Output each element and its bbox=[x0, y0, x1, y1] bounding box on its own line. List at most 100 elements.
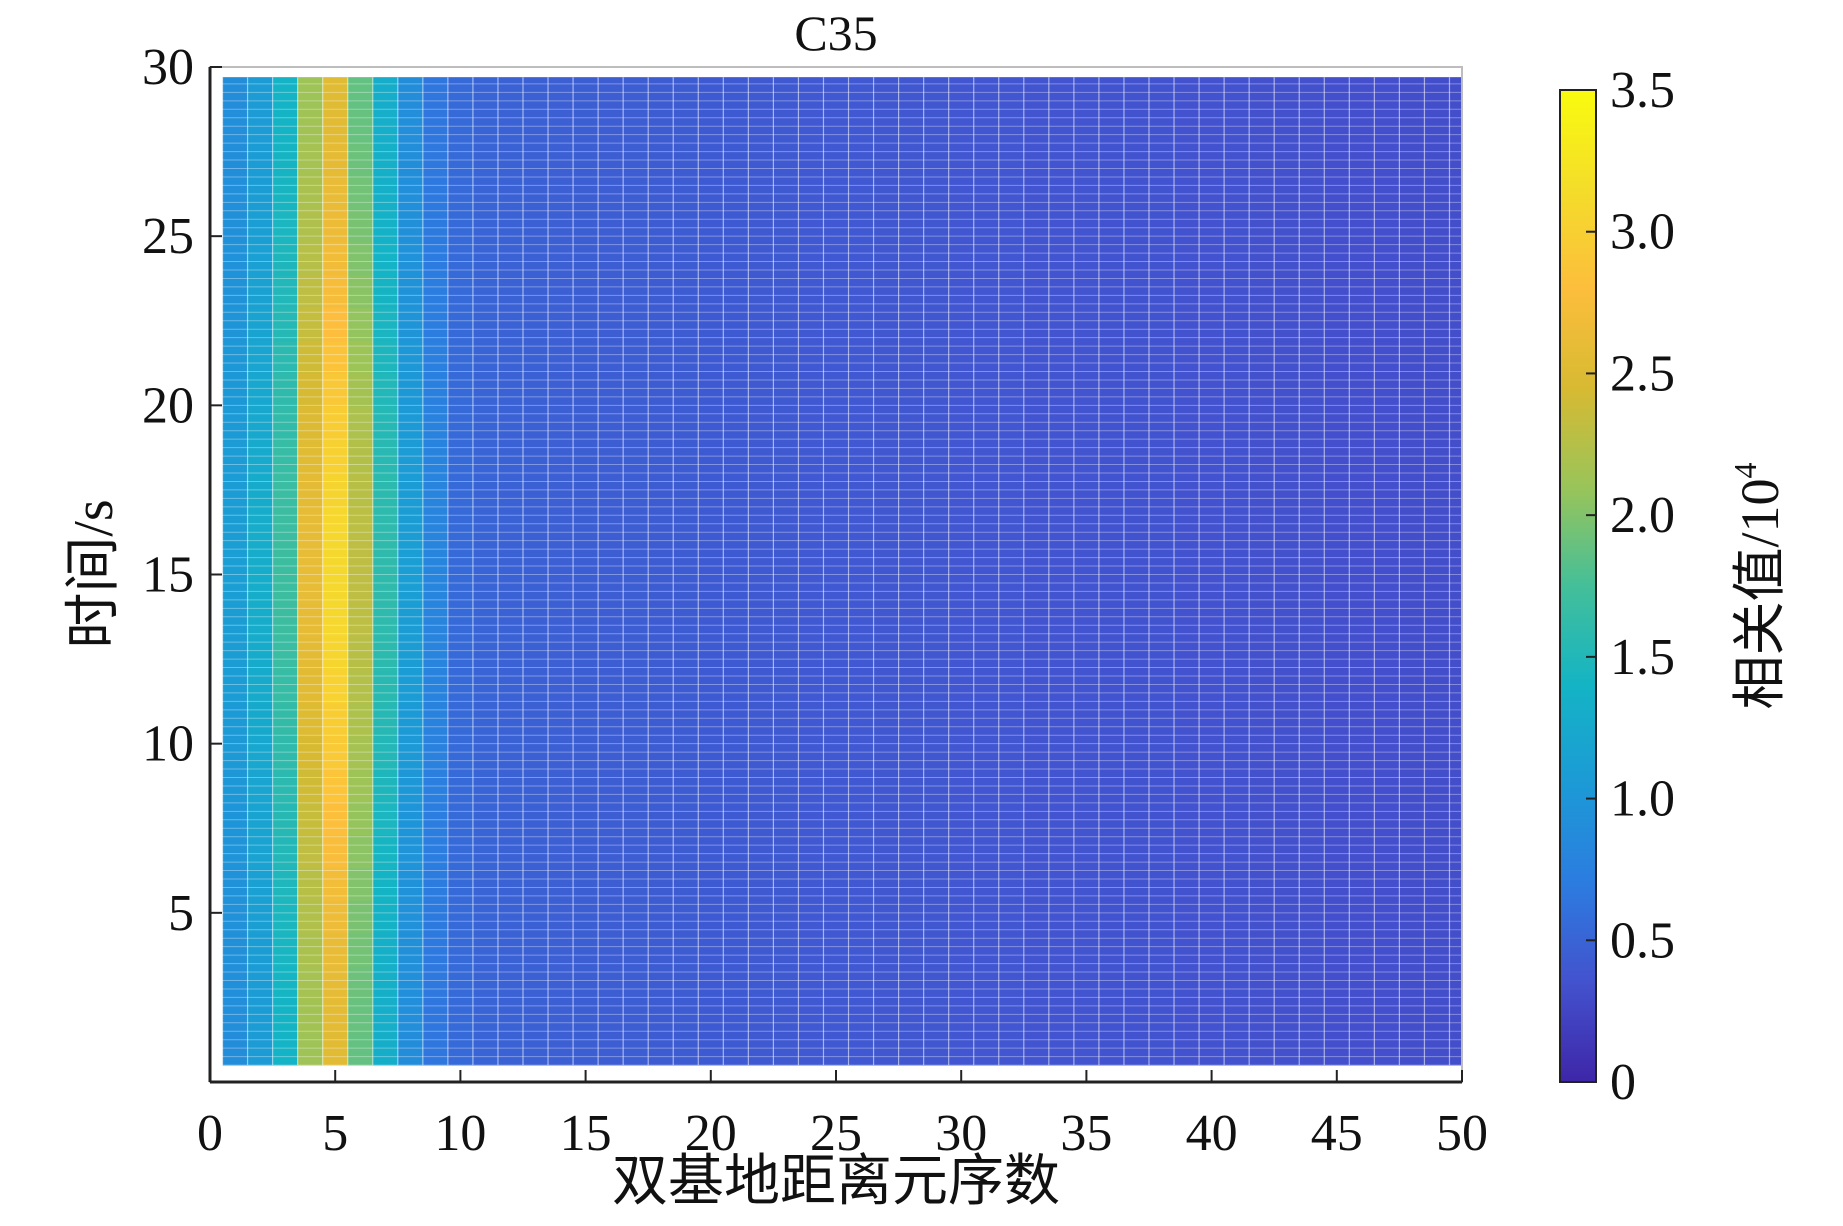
heatmap-cell bbox=[773, 307, 799, 342]
heatmap-cell bbox=[848, 735, 875, 770]
heatmap-cell bbox=[723, 966, 749, 1000]
heatmap-cell bbox=[222, 340, 249, 375]
heatmap-cell bbox=[748, 472, 774, 506]
heatmap-cell bbox=[923, 143, 950, 177]
heatmap-cell bbox=[497, 768, 524, 803]
heatmap-cell bbox=[548, 834, 574, 868]
heatmap-cell bbox=[447, 801, 474, 836]
heatmap-cell bbox=[823, 307, 850, 342]
heatmap-cell bbox=[472, 274, 499, 309]
heatmap-cell bbox=[523, 538, 549, 572]
heatmap-cell bbox=[347, 604, 374, 638]
heatmap-cell bbox=[1023, 867, 1050, 901]
heatmap-cell bbox=[1249, 538, 1275, 572]
heatmap-cell bbox=[748, 274, 774, 309]
heatmap-cell bbox=[823, 373, 850, 407]
heatmap-cell bbox=[372, 801, 399, 836]
heatmap-cell bbox=[1299, 175, 1325, 210]
heatmap-cell bbox=[1424, 208, 1450, 243]
heatmap-cell bbox=[1149, 340, 1175, 375]
heatmap-cell bbox=[397, 241, 424, 276]
heatmap-cell bbox=[1349, 77, 1375, 111]
heatmap-cell bbox=[1449, 768, 1462, 803]
heatmap-cell bbox=[1098, 999, 1125, 1033]
heatmap-cell bbox=[1224, 702, 1250, 737]
heatmap-cell bbox=[1174, 604, 1200, 638]
heatmap-cell bbox=[798, 505, 824, 539]
heatmap-cell bbox=[222, 801, 249, 836]
heatmap-cell bbox=[1073, 571, 1100, 605]
heatmap-cell bbox=[1123, 933, 1150, 967]
heatmap-cell bbox=[773, 538, 799, 572]
heatmap-cell bbox=[372, 340, 399, 375]
heatmap-cell bbox=[1299, 834, 1325, 868]
heatmap-cell bbox=[1424, 307, 1450, 342]
heatmap-cell bbox=[272, 274, 299, 309]
heatmap-cell bbox=[673, 77, 699, 111]
heatmap-cell bbox=[1249, 208, 1275, 243]
heatmap-cell bbox=[748, 110, 774, 144]
heatmap-cell bbox=[898, 966, 925, 1000]
heatmap-cell bbox=[1023, 241, 1050, 276]
heatmap-cell bbox=[422, 406, 449, 440]
heatmap-cell bbox=[1324, 999, 1350, 1033]
heatmap-cell bbox=[848, 340, 875, 375]
heatmap-cell bbox=[1149, 999, 1175, 1033]
heatmap-cell bbox=[222, 373, 249, 407]
heatmap-cell bbox=[1174, 834, 1200, 868]
heatmap-cell bbox=[247, 1032, 274, 1066]
heatmap-cell bbox=[748, 669, 774, 704]
heatmap-cell bbox=[723, 702, 749, 737]
heatmap-cell bbox=[422, 340, 449, 375]
heatmap-cell bbox=[1299, 274, 1325, 309]
heatmap-cell bbox=[1299, 636, 1325, 671]
heatmap-cell bbox=[247, 340, 274, 375]
colorbar-tick-label: 2.0 bbox=[1610, 487, 1675, 544]
heatmap-cell bbox=[1224, 143, 1250, 177]
heatmap-cell bbox=[222, 538, 249, 572]
heatmap-cell bbox=[397, 933, 424, 967]
heatmap-cell bbox=[397, 307, 424, 342]
heatmap-cell bbox=[422, 571, 449, 605]
heatmap-cell bbox=[998, 702, 1025, 737]
heatmap-cell bbox=[222, 966, 249, 1000]
x-tick-label: 10 bbox=[434, 1105, 486, 1162]
heatmap-cell bbox=[998, 175, 1025, 210]
heatmap-cell bbox=[1424, 571, 1450, 605]
heatmap-cell bbox=[1073, 702, 1100, 737]
heatmap-cell bbox=[372, 571, 399, 605]
heatmap-cell bbox=[1199, 867, 1225, 901]
heatmap-cell bbox=[1073, 636, 1100, 671]
heatmap-cell bbox=[272, 571, 299, 605]
heatmap-cell bbox=[1249, 900, 1275, 934]
heatmap-cell bbox=[973, 406, 1000, 440]
heatmap-cell bbox=[497, 439, 524, 473]
heatmap-cell bbox=[523, 933, 549, 967]
heatmap-cell bbox=[598, 604, 624, 638]
heatmap-cell bbox=[1098, 175, 1125, 210]
heatmap-cell bbox=[523, 505, 549, 539]
heatmap-mesh-grid bbox=[221, 77, 1462, 1066]
heatmap-cell bbox=[548, 768, 574, 803]
heatmap-cell bbox=[698, 735, 724, 770]
heatmap-cell bbox=[1399, 373, 1425, 407]
heatmap-cell bbox=[848, 867, 875, 901]
heatmap-cell bbox=[523, 175, 549, 210]
heatmap-cell bbox=[923, 274, 950, 309]
heatmap-cell bbox=[998, 834, 1025, 868]
heatmap-cell bbox=[823, 933, 850, 967]
heatmap-cell bbox=[347, 340, 374, 375]
heatmap-cell bbox=[1149, 571, 1175, 605]
heatmap-cell bbox=[1449, 966, 1462, 1000]
heatmap-cell bbox=[623, 966, 649, 1000]
heatmap-cell bbox=[1249, 933, 1275, 967]
heatmap-cell bbox=[472, 1032, 499, 1066]
heatmap-cell bbox=[422, 768, 449, 803]
heatmap-cell bbox=[623, 538, 649, 572]
heatmap-cell bbox=[598, 834, 624, 868]
heatmap-cell bbox=[723, 801, 749, 836]
heatmap-cell bbox=[823, 439, 850, 473]
heatmap-cell bbox=[923, 538, 950, 572]
heatmap-cell bbox=[1199, 1032, 1225, 1066]
heatmap-cell bbox=[898, 274, 925, 309]
